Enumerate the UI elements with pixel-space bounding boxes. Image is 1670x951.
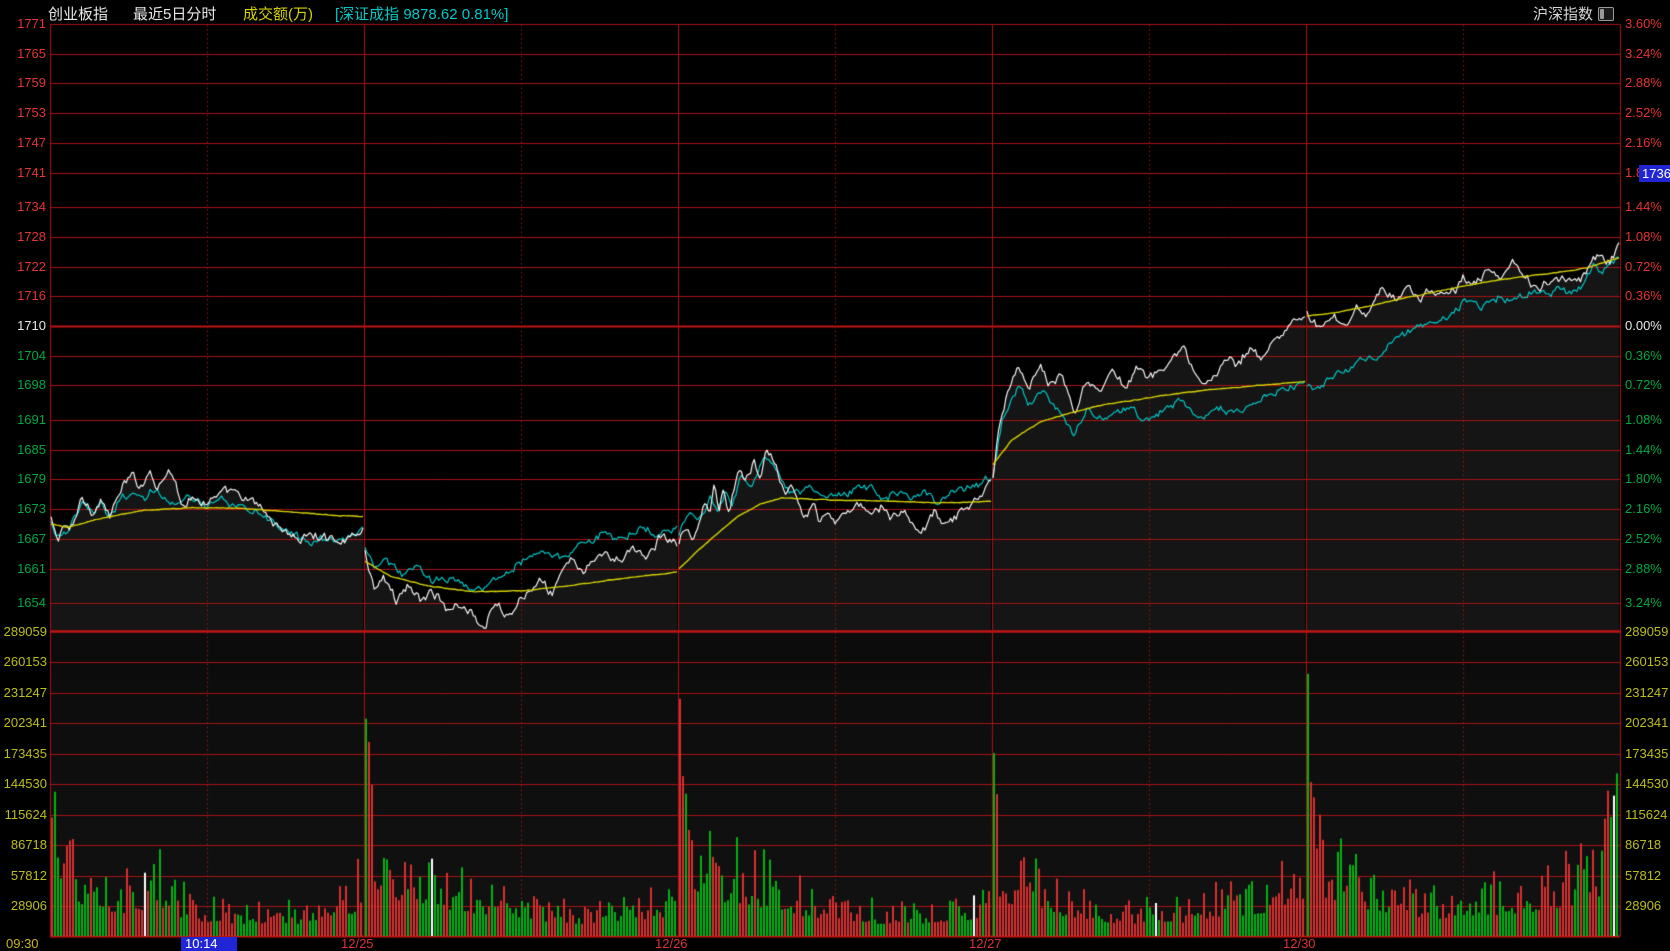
axis-label: 1747 — [17, 134, 46, 150]
axis-label: 1661 — [17, 560, 46, 576]
axis-label: 260153 — [1625, 654, 1669, 670]
axis-label: 1691 — [17, 412, 46, 428]
axis-label: 289059 — [3, 624, 47, 639]
axis-label: 0.72% — [1625, 377, 1662, 393]
axis-label: 57812 — [10, 867, 47, 883]
axis-label: 173435 — [3, 745, 47, 761]
axis-label: 202341 — [1625, 715, 1669, 731]
axis-label: 1771 — [17, 16, 46, 32]
time-label-clipped: 12/30 — [1283, 936, 1316, 951]
axis-label: 3.24% — [1625, 45, 1662, 61]
axis-label: 231247 — [1625, 684, 1669, 700]
axis-label: 28906 — [10, 897, 47, 913]
axis-label: 0.00% — [1625, 318, 1662, 333]
index-name[interactable]: 创业板指 — [48, 6, 109, 23]
axis-label: 1685 — [17, 441, 46, 457]
axis-label: 1667 — [17, 530, 46, 546]
axis-label: 1753 — [17, 105, 46, 121]
axis-label: 2.88% — [1625, 75, 1662, 91]
axis-label: 1654 — [17, 595, 46, 611]
axis-label: 231247 — [3, 684, 47, 700]
axis-label: 1710 — [17, 318, 46, 333]
axis-label: 115624 — [1625, 806, 1668, 822]
axis-label: 202341 — [3, 715, 47, 731]
axis-label: 2.16% — [1625, 501, 1662, 517]
axis-label: 1.44% — [1625, 441, 1662, 457]
axis-label: 1.08% — [1625, 228, 1662, 244]
axis-label: 1679 — [17, 471, 46, 487]
axis-label: 1759 — [17, 75, 46, 91]
axis-label: 1728 — [17, 228, 46, 244]
axis-label: 0.36% — [1625, 288, 1662, 304]
axis-label: 2.52% — [1625, 530, 1662, 546]
axis-label: 1722 — [17, 258, 46, 274]
axis-label: 0.72% — [1625, 258, 1662, 274]
axis-label: 3.24% — [1625, 595, 1662, 611]
axis-label: 115624 — [4, 806, 47, 822]
compare-index-label[interactable]: [深证成指 9878.62 0.81%] — [335, 6, 509, 23]
axis-label: 1673 — [17, 501, 46, 517]
axis-label: 1716 — [17, 288, 46, 304]
axis-label: 57812 — [1625, 867, 1662, 883]
axis-label: 3.60% — [1625, 16, 1662, 32]
axis-label: 1741 — [17, 164, 46, 180]
time-label-clipped: 12/27 — [969, 936, 1002, 951]
axis-label: 86718 — [1625, 837, 1662, 853]
axis-label: 1.08% — [1625, 412, 1662, 428]
axis-label: 28906 — [1625, 897, 1662, 913]
panel-layout-icon — [1598, 6, 1614, 21]
axis-label: 1765 — [17, 45, 46, 61]
axis-label: 1704 — [17, 347, 46, 363]
axis-label: 2.52% — [1625, 105, 1662, 121]
time-label-clipped: 12/26 — [655, 936, 688, 951]
turnover-label: 成交额(万) — [243, 6, 313, 23]
axis-label: 2.88% — [1625, 560, 1662, 576]
view-mode-label[interactable]: 最近5日分时 — [133, 6, 217, 23]
axis-label: 289059 — [1625, 624, 1669, 639]
axis-label: 0.36% — [1625, 347, 1662, 363]
axis-label: 260153 — [3, 654, 47, 670]
axis-label: 86718 — [10, 837, 47, 853]
axis-label: 1698 — [17, 377, 46, 393]
time-axis-strip: 09:30 10:14 12/25 12/26 12/27 12/30 — [0, 937, 1670, 951]
axis-label: 144530 — [3, 776, 47, 792]
axis-label: 1.44% — [1625, 199, 1662, 215]
time-label-clipped: 09:30 — [6, 936, 39, 951]
current-price-tag: 1736.46 — [1639, 165, 1670, 182]
axis-label: 1.80% — [1625, 471, 1662, 487]
axis-label: 1734 — [17, 199, 46, 215]
time-label-clipped: 12/25 — [341, 936, 374, 951]
hs-index-menu[interactable]: 沪深指数 — [1533, 3, 1614, 24]
axis-label: 2.16% — [1625, 134, 1662, 150]
hs-index-menu-label: 沪深指数 — [1532, 6, 1593, 23]
time-label-clipped: 10:14 — [181, 937, 237, 951]
axis-label: 173435 — [1625, 745, 1669, 761]
axis-label: 144530 — [1625, 776, 1669, 792]
